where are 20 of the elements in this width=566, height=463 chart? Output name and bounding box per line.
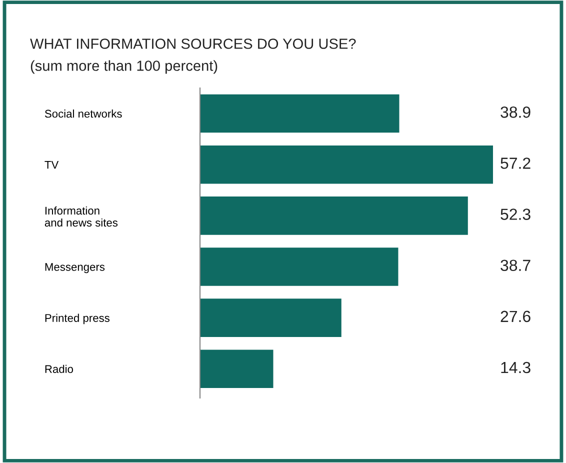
data-label: 27.6 bbox=[500, 310, 530, 322]
data-label: 38.9 bbox=[500, 106, 530, 118]
bar bbox=[200, 350, 274, 388]
y-tick-label: Messengers bbox=[45, 263, 105, 274]
data-label: 14.3 bbox=[501, 362, 530, 374]
bar bbox=[200, 298, 342, 337]
y-tick-label: Information and news sites bbox=[44, 206, 118, 227]
bar bbox=[200, 145, 493, 184]
bar bbox=[200, 196, 468, 235]
y-tick-label: Printed press bbox=[45, 314, 110, 324]
y-tick-label: Social networks bbox=[44, 110, 122, 118]
bar bbox=[200, 248, 398, 286]
chart-title: WHAT INFORMATION SOURCES DO YOU USE? bbox=[30, 38, 356, 49]
data-label: 52.3 bbox=[500, 208, 530, 220]
bar bbox=[200, 94, 400, 133]
data-label: 38.7 bbox=[500, 260, 530, 272]
y-tick-label: Radio bbox=[45, 364, 74, 374]
data-label: 57.2 bbox=[500, 158, 530, 169]
y-tick-label: TV bbox=[44, 160, 59, 169]
chart-subtitle: (sum more than 100 percent) bbox=[30, 60, 218, 74]
